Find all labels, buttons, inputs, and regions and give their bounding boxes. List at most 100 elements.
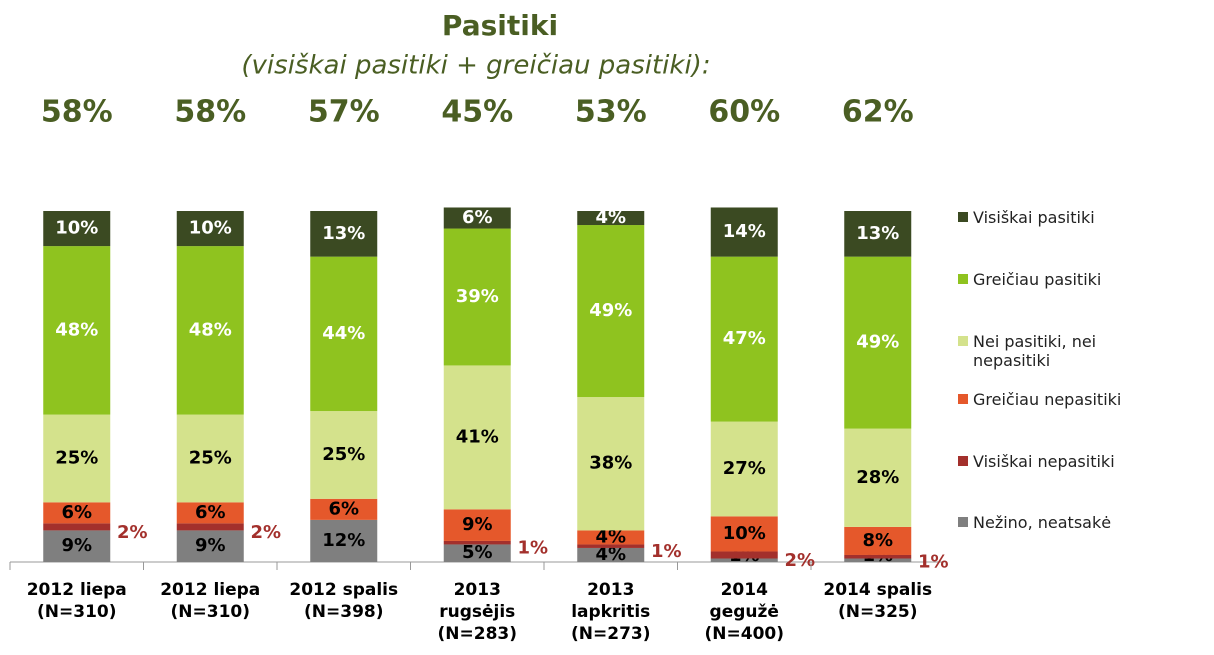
value-label: 12%: [322, 530, 365, 551]
value-label: 6%: [328, 498, 359, 519]
value-label: 10%: [189, 218, 232, 239]
bar-segment: [43, 211, 111, 247]
bar-segment: [443, 540, 511, 545]
value-label: 9%: [462, 514, 493, 535]
legend-item: Greičiau nepasitiki: [958, 390, 1208, 409]
value-label: 2%: [250, 522, 281, 543]
legend-label: Greičiau nepasitiki: [973, 390, 1122, 409]
chart-subtitle: (visiškai pasitiki + greičiau pasitiki):: [241, 51, 710, 81]
bar-segment: [43, 246, 111, 415]
value-label: 49%: [589, 300, 632, 321]
value-label: 28%: [856, 467, 899, 488]
value-label: 10%: [723, 523, 766, 544]
total-label: 62%: [842, 95, 914, 130]
bar-segment: [710, 421, 778, 517]
bar-segment: [310, 411, 378, 499]
total-label: 57%: [308, 95, 380, 130]
bar-segment: [176, 530, 244, 562]
value-label: 1%: [651, 541, 682, 562]
legend-swatch: [958, 212, 968, 222]
bar-segment: [844, 558, 912, 562]
bar-segment: [43, 502, 111, 524]
total-label: 60%: [708, 95, 780, 130]
bar-segment: [310, 256, 378, 412]
bar-segment: [577, 211, 645, 226]
x-tick-label: 2012 liepa: [27, 580, 127, 600]
value-label: 2%: [784, 550, 815, 571]
value-label: 9%: [61, 535, 92, 556]
bar-segment: [443, 228, 511, 366]
bar-segment: [443, 365, 511, 510]
bar-segment: [43, 523, 111, 531]
bar-segment: [176, 523, 244, 531]
bar-segment: [577, 225, 645, 398]
bar-segment: [43, 530, 111, 562]
value-label: 14%: [723, 221, 766, 242]
x-tick-label: 2012 liepa: [160, 580, 260, 600]
value-label: 41%: [456, 426, 499, 447]
value-label: 10%: [55, 218, 98, 239]
bar-segment: [844, 256, 912, 429]
total-label: 45%: [441, 95, 513, 130]
value-label: 27%: [723, 458, 766, 479]
bar-segment: [443, 207, 511, 229]
value-label: 8%: [862, 530, 893, 551]
bar-segment: [43, 414, 111, 503]
value-label: 9%: [195, 535, 226, 556]
bar-segment: [710, 558, 778, 562]
bar-segment: [710, 256, 778, 422]
bar-segment: [176, 211, 244, 247]
x-tick-label: (N=283): [438, 624, 518, 644]
value-label: 44%: [322, 323, 365, 344]
total-label: 53%: [575, 95, 647, 130]
bar-segment: [844, 554, 912, 559]
value-label: 47%: [723, 328, 766, 349]
value-label: 2%: [117, 522, 148, 543]
legend-label: Visiškai pasitiki: [973, 208, 1095, 227]
value-label: 39%: [456, 286, 499, 307]
legend-swatch: [958, 394, 968, 404]
value-label: 6%: [462, 207, 493, 228]
x-tick-label: 2014: [721, 580, 768, 600]
bar-segment: [443, 509, 511, 541]
value-label: 5%: [462, 542, 493, 563]
bar-segment: [176, 502, 244, 524]
value-label: 38%: [589, 453, 632, 474]
x-tick-label: gegužė: [710, 602, 779, 622]
x-tick-label: 2013: [587, 580, 634, 600]
legend-item: Nei pasitiki, nei nepasitiki: [958, 332, 1208, 370]
value-label: 13%: [322, 223, 365, 244]
legend-swatch: [958, 456, 968, 466]
legend-label: Greičiau pasitiki: [973, 270, 1102, 289]
bar-segment: [310, 211, 378, 257]
x-tick-label: 2012 spalis: [289, 580, 398, 600]
bar-segment: [710, 551, 778, 559]
x-tick-label: (N=398): [304, 602, 384, 622]
value-label: 1%: [517, 538, 548, 559]
bar-segment: [577, 547, 645, 562]
legend-label: Nežino, neatsakė: [973, 513, 1112, 532]
value-label: 25%: [322, 444, 365, 465]
bar-segment: [176, 414, 244, 503]
legend-swatch: [958, 517, 968, 527]
legend-swatch: [958, 274, 968, 284]
bar-segment: [577, 530, 645, 545]
x-tick-label: 2013: [454, 580, 501, 600]
bar-segment: [443, 544, 511, 562]
bar-segment: [310, 498, 378, 520]
chart-title: Pasitiki: [442, 9, 558, 42]
value-label: 4%: [595, 544, 626, 565]
bar-segment: [577, 544, 645, 548]
legend-item: Greičiau pasitiki: [958, 270, 1208, 289]
legend-label: Nei pasitiki, nei nepasitiki: [973, 332, 1097, 370]
legend-label: Visiškai nepasitiki: [973, 452, 1115, 471]
value-label: 6%: [61, 502, 92, 523]
total-label: 58%: [41, 95, 113, 130]
legend-item: Visiškai pasitiki: [958, 208, 1208, 227]
value-label: 13%: [856, 223, 899, 244]
value-label: 6%: [195, 502, 226, 523]
x-tick-label: (N=400): [705, 624, 785, 644]
legend-item: Visiškai nepasitiki: [958, 452, 1208, 471]
